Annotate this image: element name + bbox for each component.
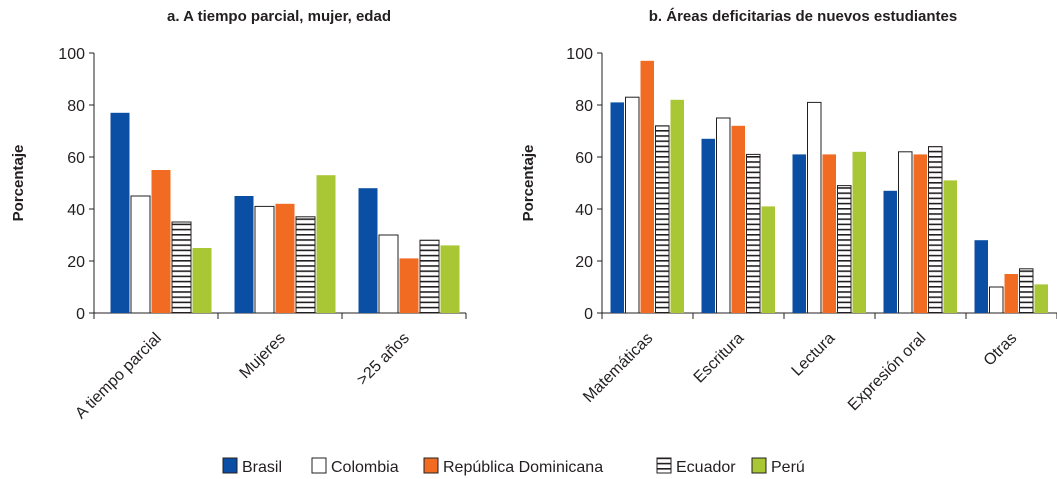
category-label-escritura: Escritura — [691, 330, 748, 387]
bar-brasil-a-tiempo-parcial — [110, 112, 130, 313]
legend: Brasil Colombia República Dominicana Ecu… — [222, 457, 805, 476]
panel-b-y-tick-label: 40 — [575, 202, 593, 219]
bar-republica-dominicana-expresion-oral — [913, 154, 927, 313]
legend-swatch-colombia — [311, 457, 327, 474]
category-label-expresion-oral: Expresión oral — [845, 330, 929, 414]
bar-republica-dominicana-matematicas — [640, 60, 654, 313]
legend-label-peru: Perú — [771, 459, 805, 476]
bar-peru-25-anos — [440, 245, 460, 313]
bar-republica-dominicana-escritura — [731, 125, 745, 313]
panel-a-category-labels: A tiempo parcial Mujeres >25 años — [72, 330, 413, 423]
legend-swatch-brasil — [222, 457, 238, 474]
panel-a-y-tick-label: 60 — [67, 150, 85, 167]
bar-ecuador-a-tiempo-parcial — [171, 221, 192, 314]
bar-brasil-escritura — [701, 138, 715, 313]
legend-swatch-republica-dominicana — [423, 457, 439, 474]
legend-label-republica-dominicana: República Dominicana — [443, 459, 603, 476]
panel-a-y-tick-label: 0 — [76, 306, 85, 323]
legend-item-colombia: Colombia — [311, 457, 399, 476]
bar-peru-matematicas — [670, 99, 684, 313]
legend-item-brasil: Brasil — [222, 457, 282, 476]
panel-b: b. Áreas deficitarias de nuevos estudian… — [520, 8, 1057, 414]
panel-a-y-tick-label: 20 — [67, 254, 85, 271]
bar-republica-dominicana-25-anos — [399, 258, 419, 313]
bar-colombia-lectura — [807, 101, 822, 314]
bar-ecuador-otras — [1019, 268, 1034, 314]
legend-swatch-peru — [751, 457, 767, 474]
panel-b-y-tick-label: 0 — [584, 306, 593, 323]
bar-ecuador-expresion-oral — [928, 146, 943, 314]
legend-label-colombia: Colombia — [331, 459, 399, 476]
panel-a-axes: 0 20 40 60 80 100 — [58, 46, 467, 323]
bar-colombia-escritura — [716, 117, 731, 314]
legend-label-brasil: Brasil — [242, 459, 282, 476]
panel-b-ylabel: Porcentaje — [520, 145, 537, 222]
bar-brasil-mujeres — [234, 196, 254, 313]
bar-ecuador-25-anos — [419, 239, 440, 314]
bar-colombia-matematicas — [625, 96, 640, 314]
bar-brasil-lectura — [792, 154, 806, 313]
bar-peru-escritura — [761, 206, 775, 313]
panel-b-y-tick-label: 100 — [566, 46, 593, 63]
panel-b-bars — [610, 60, 1048, 314]
panel-a: a. A tiempo parcial, mujer, edad Porcent… — [10, 8, 467, 423]
legend-swatch-ecuador — [656, 457, 672, 474]
bar-brasil-otras — [974, 240, 988, 313]
bar-colombia-25-anos — [378, 234, 399, 314]
bar-peru-otras — [1034, 284, 1048, 313]
bar-peru-a-tiempo-parcial — [192, 248, 212, 313]
category-label-mujeres: Mujeres — [237, 330, 289, 382]
category-label-25-anos: >25 años — [354, 330, 413, 389]
legend-label-ecuador: Ecuador — [676, 459, 736, 476]
panel-a-title: a. A tiempo parcial, mujer, edad — [167, 8, 391, 25]
legend-item-peru: Perú — [751, 457, 805, 476]
bar-colombia-mujeres — [254, 205, 275, 314]
panel-a-y-tick-label: 100 — [58, 46, 85, 63]
panel-b-title: b. Áreas deficitarias de nuevos estudian… — [649, 8, 957, 25]
bar-republica-dominicana-mujeres — [275, 203, 295, 313]
panel-b-category-labels: Matemáticas Escritura Lectura Expresión ora… — [580, 330, 1020, 414]
bar-republica-dominicana-otras — [1004, 274, 1018, 313]
bar-brasil-25-anos — [358, 188, 378, 313]
panel-b-y-tick-label: 60 — [575, 150, 593, 167]
panel-a-ylabel: Porcentaje — [10, 145, 27, 222]
category-label-lectura: Lectura — [789, 330, 839, 380]
bar-colombia-expresion-oral — [898, 151, 913, 314]
panel-b-y-tick-label: 20 — [575, 254, 593, 271]
bar-ecuador-escritura — [746, 153, 761, 314]
bar-peru-mujeres — [316, 175, 336, 313]
bar-colombia-otras — [989, 286, 1004, 314]
panel-a-y-tick-label: 40 — [67, 202, 85, 219]
panel-a-y-tick-label: 80 — [67, 98, 85, 115]
category-label-a-tiempo-parcial: A tiempo parcial — [72, 330, 165, 423]
panel-b-y-tick-label: 80 — [575, 98, 593, 115]
bar-brasil-matematicas — [610, 102, 624, 314]
legend-item-ecuador: Ecuador — [656, 457, 736, 476]
bar-ecuador-mujeres — [295, 216, 316, 314]
bar-peru-lectura — [852, 151, 866, 313]
bar-peru-expresion-oral — [943, 180, 957, 313]
bar-ecuador-lectura — [837, 185, 852, 314]
category-label-otras: Otras — [981, 330, 1021, 370]
legend-item-republica-dominicana: República Dominicana — [423, 457, 603, 476]
category-label-matematicas: Matemáticas — [580, 330, 656, 406]
bar-colombia-a-tiempo-parcial — [130, 195, 151, 314]
panel-a-bars — [110, 112, 460, 314]
bar-republica-dominicana-lectura — [822, 154, 836, 313]
bar-brasil-expresion-oral — [883, 190, 897, 313]
bar-republica-dominicana-a-tiempo-parcial — [151, 170, 171, 313]
bar-ecuador-matematicas — [655, 125, 670, 314]
